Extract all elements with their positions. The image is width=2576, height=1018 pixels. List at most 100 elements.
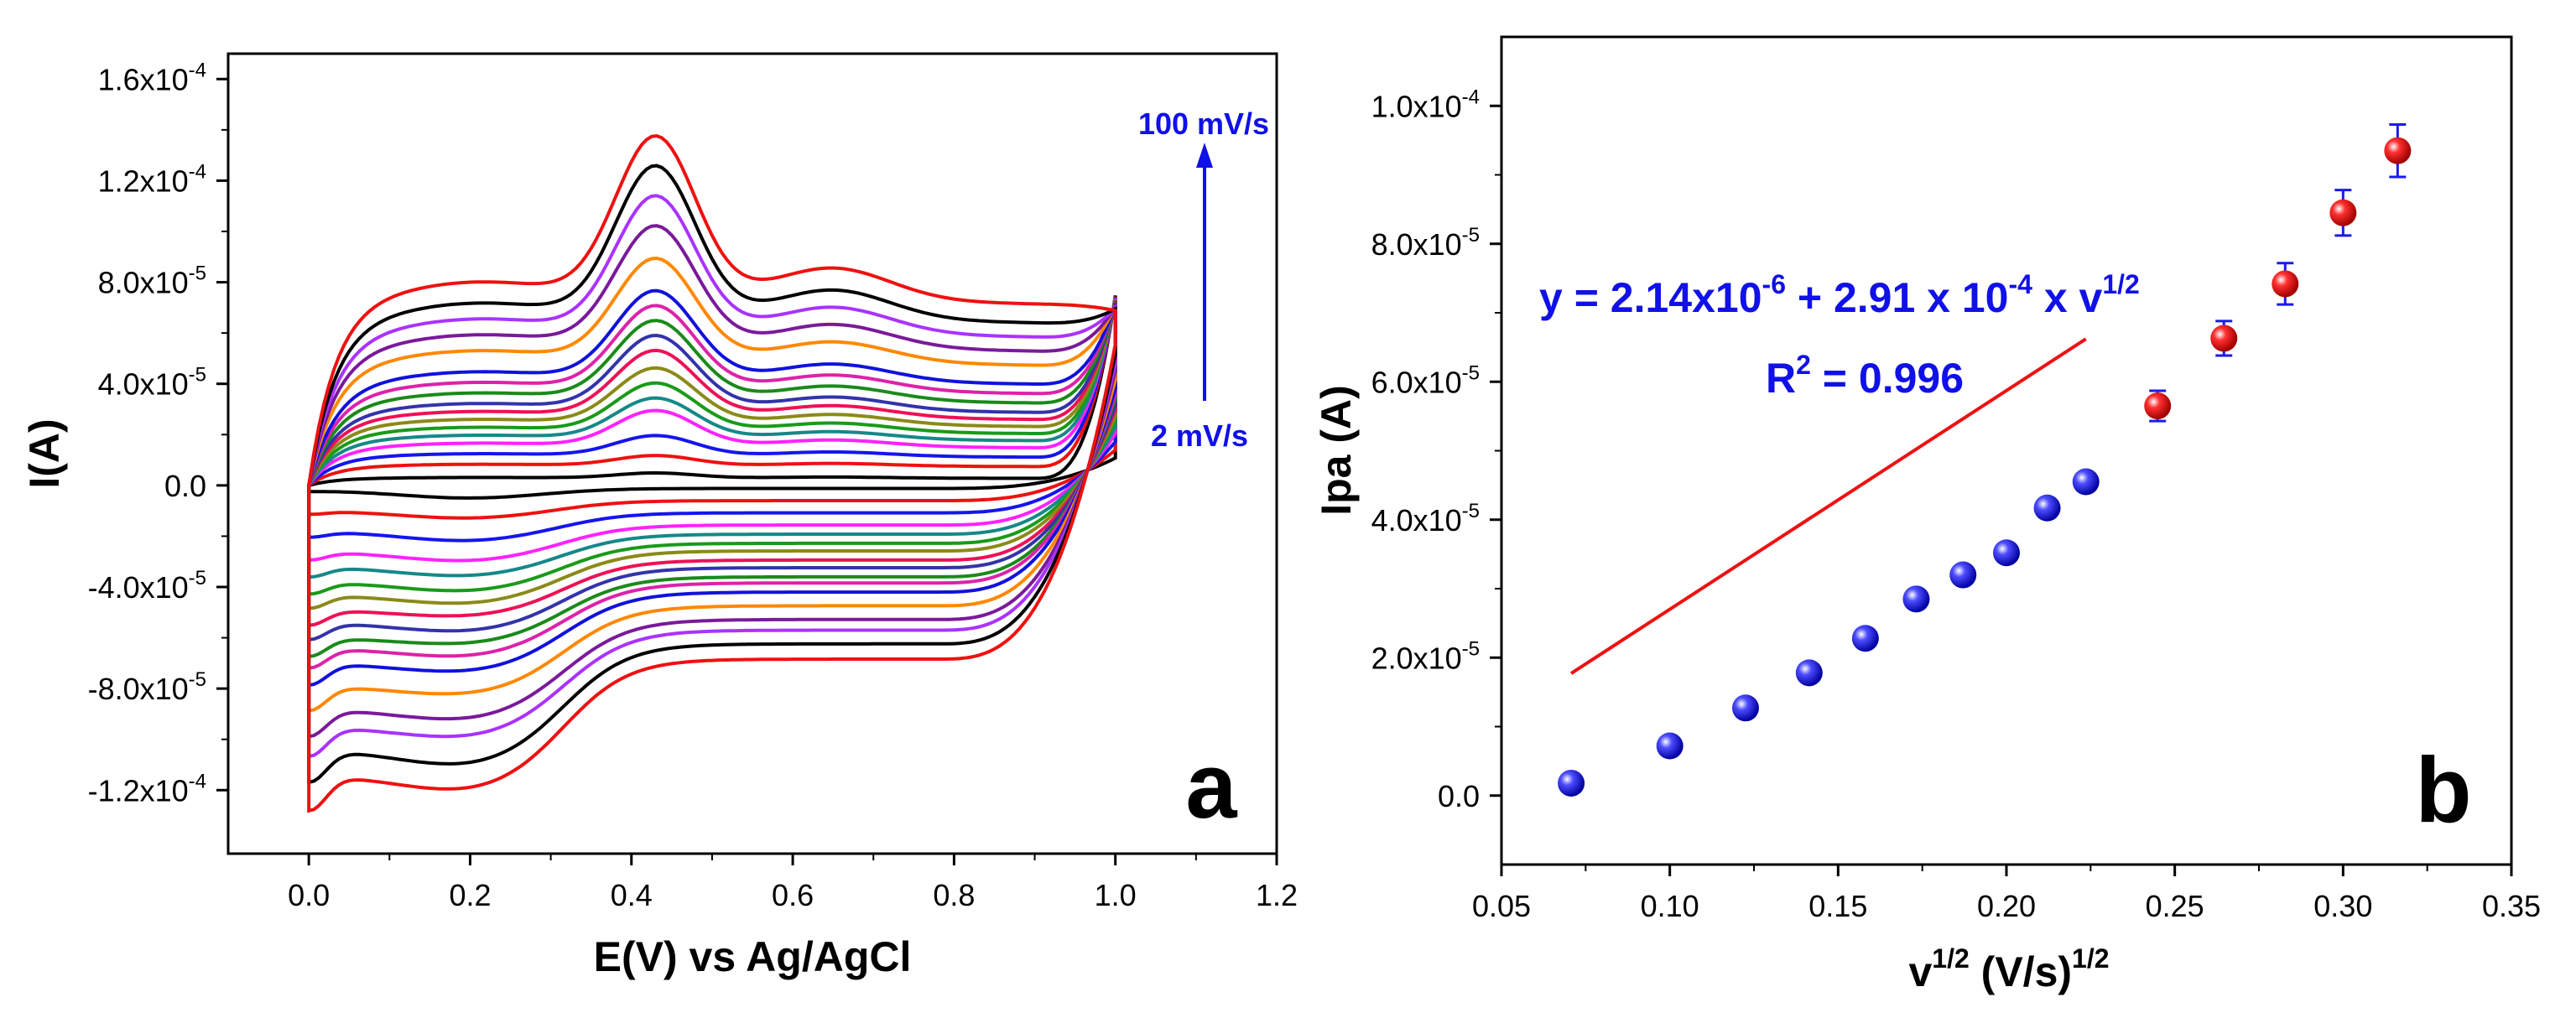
- xlabel-sup2: 1/2: [2072, 943, 2109, 974]
- y-tick-label: -8.0x10-5: [88, 668, 206, 706]
- panel-a-frame: [226, 52, 1278, 855]
- y-tick-label-mantissa: 4.0x10: [1371, 503, 1462, 538]
- y-tick-label-mantissa: -8.0x10: [88, 672, 189, 706]
- y-tick-label: 0.0: [164, 469, 206, 503]
- y-tick-label: 1.2x10-4: [98, 160, 206, 198]
- xlabel-sup: 1/2: [1932, 943, 1969, 974]
- r2-part-1: R: [1766, 355, 1796, 402]
- panel-a-letter: a: [1185, 735, 1237, 838]
- data-point-red: [2210, 325, 2238, 352]
- x-tick-label: 0.35: [2482, 889, 2541, 923]
- panel-b-points: [1558, 122, 2412, 797]
- panel-a: 0.0 0.2 0.4 0.6 0.8 1.0 1.2-1.2x10-4-8.0x10-5-…: [21, 52, 1298, 980]
- y-tick-label-exponent: -5: [189, 668, 206, 691]
- x-tick-label: 0.30: [2313, 889, 2372, 923]
- y-tick-label-exponent: -5: [1462, 361, 1480, 384]
- cv-curve: [307, 300, 1117, 642]
- xlabel-v: v: [1908, 948, 1932, 995]
- cv-curve: [307, 300, 1117, 627]
- x-tick-label: 0.25: [2146, 889, 2204, 923]
- y-tick-label-mantissa: 8.0x10: [1371, 227, 1462, 262]
- panel-a-xlabel: E(V) vs Ag/AgCl: [594, 933, 912, 980]
- x-tick-label: 0.8: [933, 878, 975, 912]
- y-tick-label: 8.0x10-5: [1371, 224, 1480, 262]
- y-tick-label-exponent: -5: [189, 567, 206, 590]
- x-tick-label: 0.20: [1977, 889, 2036, 923]
- y-tick-label-exponent: -5: [1462, 500, 1480, 522]
- panel-a-ylabel: I(A): [21, 418, 68, 488]
- r-squared: R2 = 0.996: [1766, 350, 1964, 402]
- y-tick-label: -4.0x10-5: [88, 567, 206, 605]
- y-tick-label: 1.6x10-4: [98, 59, 206, 96]
- eq-sup-1: -6: [1762, 269, 1786, 299]
- panel-b-frame: [1500, 35, 2513, 866]
- x-tick-label: 0.05: [1472, 889, 1531, 923]
- panel-b-ylabel: Ipa (A): [1313, 385, 1360, 516]
- y-tick-label-exponent: -4: [189, 770, 206, 792]
- x-tick-label: 0.4: [611, 878, 653, 912]
- y-tick-label: 4.0x10-5: [1371, 500, 1480, 538]
- data-point-red: [2329, 199, 2357, 226]
- y-tick-label: -1.2x10-4: [88, 770, 206, 808]
- xlabel-rest: (V/s): [1970, 948, 2072, 995]
- data-point-blue: [2072, 468, 2100, 496]
- r2-sup: 2: [1796, 350, 1811, 380]
- cv-curve: [307, 133, 1117, 813]
- y-tick-label-mantissa: 4.0x10: [98, 367, 189, 402]
- y-tick-label-exponent: -5: [1462, 637, 1480, 660]
- panel-b-letter: b: [2415, 739, 2471, 842]
- cv-curve: [307, 298, 1117, 579]
- y-tick-label-exponent: -5: [189, 262, 206, 285]
- y-tick-label-mantissa: 1.2x10: [98, 164, 189, 198]
- scan-rate-bottom-label: 2 mV/s: [1151, 418, 1248, 453]
- y-tick-label-mantissa: 8.0x10: [98, 266, 189, 300]
- y-tick-label-mantissa: 1.6x10: [98, 62, 189, 96]
- cv-curve: [307, 194, 1117, 759]
- eq-sup-3: 1/2: [2102, 269, 2139, 299]
- panel-b-xlabel: v1/2 (V/s)1/2: [1908, 943, 2109, 995]
- y-tick-label: 4.0x10-5: [98, 364, 206, 402]
- y-tick-label-exponent: -4: [1462, 86, 1480, 108]
- y-tick-label-mantissa: 1.0x10: [1371, 89, 1462, 123]
- y-tick-label-mantissa: 0.0: [164, 469, 206, 503]
- x-tick-label: 1.0: [1095, 878, 1137, 912]
- data-point-red: [2272, 270, 2299, 298]
- cv-curve: [307, 296, 1117, 520]
- data-point-blue: [1993, 539, 2020, 567]
- y-tick-label: 6.0x10-5: [1371, 361, 1480, 399]
- x-tick-label: 0.15: [1808, 889, 1867, 923]
- cv-curve: [307, 297, 1117, 543]
- x-tick-label: 0.10: [1641, 889, 1699, 923]
- cv-curve: [307, 256, 1117, 713]
- cv-curve: [307, 299, 1117, 610]
- panel-a-curves: [307, 133, 1117, 813]
- y-tick-label-exponent: -5: [1462, 224, 1480, 247]
- y-tick-label: 0.0: [1438, 779, 1480, 813]
- y-tick-label-exponent: -5: [189, 364, 206, 387]
- y-tick-label-mantissa: 2.0x10: [1371, 641, 1462, 675]
- y-tick-label-exponent: -4: [189, 59, 206, 81]
- data-point-blue: [2033, 494, 2061, 522]
- y-tick-label: 2.0x10-5: [1371, 637, 1480, 675]
- eq-part-3: x v: [2032, 274, 2103, 321]
- x-tick-label: 1.2: [1256, 878, 1298, 912]
- panel-b-ticks: 0.05 0.10 0.15 0.20 0.25 0.30 0.350.02.0x10-54…: [1371, 86, 2541, 923]
- data-point-red: [2384, 137, 2412, 164]
- data-point-blue: [1949, 561, 1977, 589]
- x-tick-label: 0.6: [772, 878, 814, 912]
- data-point-blue: [1656, 732, 1684, 760]
- data-point-blue: [1795, 659, 1823, 687]
- cv-curve: [307, 164, 1117, 785]
- y-tick-label-mantissa: 0.0: [1438, 779, 1480, 813]
- r2-part-2: = 0.996: [1811, 355, 1964, 402]
- y-tick-label-mantissa: 6.0x10: [1371, 365, 1462, 399]
- data-point-red: [2144, 392, 2172, 420]
- cv-curve: [307, 299, 1117, 596]
- cv-curve: [307, 295, 1117, 500]
- cv-curve: [307, 288, 1117, 688]
- eq-sup-2: -4: [2009, 269, 2033, 299]
- eq-part-2: + 2.91 x 10: [1786, 274, 2009, 321]
- linear-fit-line: [1569, 337, 2087, 675]
- y-tick-label-mantissa: -4.0x10: [88, 570, 189, 605]
